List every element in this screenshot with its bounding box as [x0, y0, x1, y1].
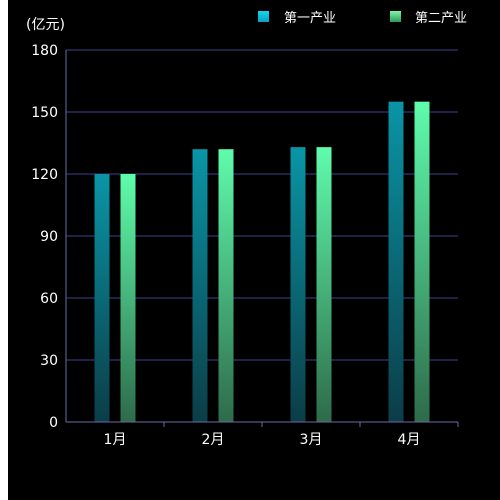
bar-series-2-4 [414, 101, 430, 423]
legend-swatch-series-1 [258, 11, 269, 22]
y-tick-label: 90 [40, 229, 58, 245]
bar-chart: 0 30 60 90 120 150 180 1月 2月 3月 4月 (亿元) 第一产业 第二产业 [26, 11, 467, 448]
y-tick-label: 150 [31, 105, 58, 121]
x-tick-label: 1月 [104, 432, 127, 448]
y-tick-label: 60 [40, 291, 58, 307]
y-tick-label: 120 [31, 167, 58, 183]
bar-series-1-2 [192, 149, 208, 422]
x-tick-label: 4月 [398, 432, 421, 448]
legend[interactable]: 第一产业 第二产业 [258, 11, 467, 26]
bar-series-2-2 [218, 149, 234, 422]
legend-label-series-1: 第一产业 [284, 11, 336, 26]
legend-item-series-2[interactable]: 第二产业 [390, 11, 467, 26]
bar-series-1-4 [388, 101, 404, 423]
legend-swatch-series-2 [390, 11, 401, 22]
legend-item-series-1[interactable]: 第一产业 [258, 11, 336, 26]
y-tick-label: 0 [49, 415, 58, 431]
y-tick-label: 30 [40, 353, 58, 369]
y-tick-label: 180 [31, 43, 58, 59]
bar-series-1-3 [290, 147, 306, 422]
bars [94, 101, 430, 423]
axes: 0 30 60 90 120 150 180 1月 2月 3月 4月 [31, 43, 459, 448]
bar-series-2-3 [316, 147, 332, 422]
legend-label-series-2: 第二产业 [415, 11, 467, 26]
bar-series-1-1 [94, 174, 110, 422]
chart-container: 0 30 60 90 120 150 180 1月 2月 3月 4月 (亿元) 第一产业 第二产业 [8, 0, 500, 500]
bar-series-2-1 [120, 174, 136, 422]
x-tick-label: 2月 [202, 432, 225, 448]
y-axis-unit-label: (亿元) [26, 17, 65, 33]
x-tick-label: 3月 [300, 432, 323, 448]
